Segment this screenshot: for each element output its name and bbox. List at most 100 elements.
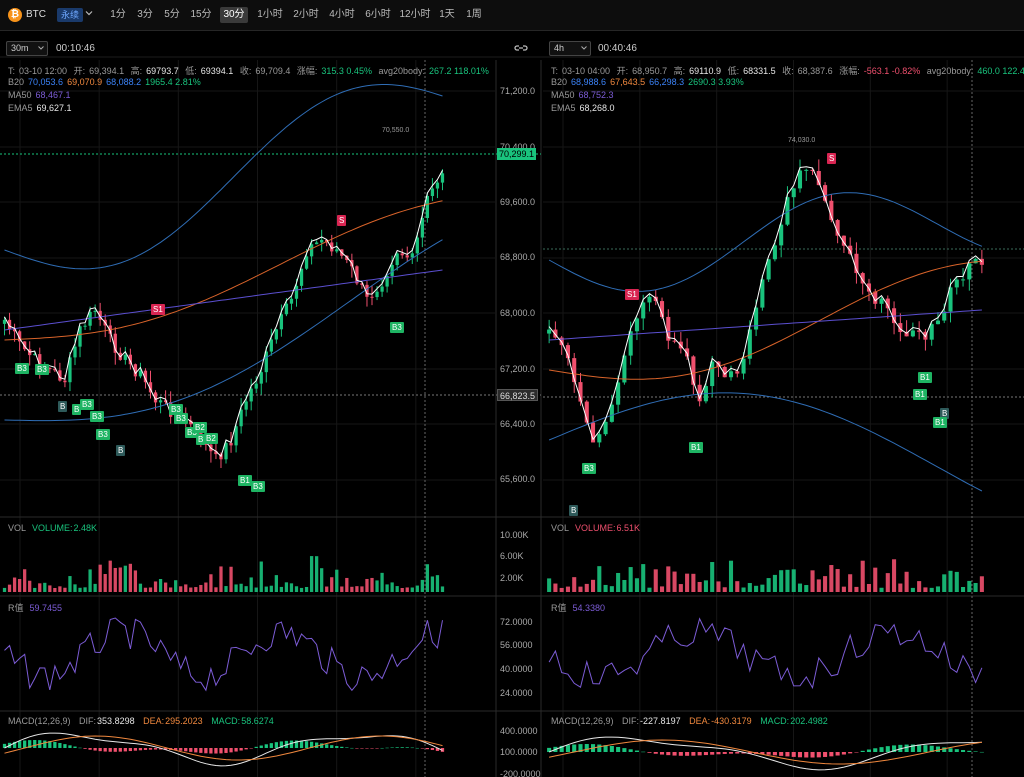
tf-1d[interactable]: 1天 — [439, 9, 455, 20]
candle-body — [572, 358, 577, 383]
macd-histogram-bar — [929, 745, 934, 752]
tf-12h[interactable]: 12小时 — [399, 9, 431, 20]
candle-body — [345, 255, 349, 261]
macd-histogram-bar — [58, 742, 62, 748]
volume-bar — [320, 568, 324, 592]
volume-bar — [885, 573, 890, 592]
volume-bar — [335, 569, 339, 592]
macd-histogram-bar — [279, 741, 284, 748]
macd-histogram-bar — [224, 748, 228, 753]
timeframe-toolbar: ₿ BTC 永续 1分 3分 5分 15分 30分 1小时 2小时 4小时 6小… — [0, 0, 1024, 31]
candle-body — [435, 182, 440, 189]
macd-histogram-bar — [616, 746, 621, 752]
tf-5m[interactable]: 5分 — [164, 9, 180, 20]
volume-bar — [609, 586, 614, 592]
volume-bar — [395, 586, 399, 592]
volume-bar — [204, 582, 208, 592]
macd-histogram-bar — [741, 752, 746, 754]
volume-bar — [754, 585, 759, 592]
tf-30m[interactable]: 30分 — [220, 7, 248, 23]
volume-bar — [923, 587, 928, 592]
candle-body — [935, 320, 941, 325]
candle-body — [616, 382, 621, 405]
tf-3m[interactable]: 3分 — [137, 9, 153, 20]
tf-1m[interactable]: 1分 — [110, 9, 126, 20]
macd-histogram-bar — [360, 748, 364, 749]
macd-histogram-bar — [254, 746, 258, 748]
left-ma50-readout: MA50 68,467.1 — [8, 90, 71, 100]
volume-bar — [973, 582, 978, 592]
chevron-down-icon[interactable] — [85, 9, 93, 17]
macd-histogram-bar — [179, 748, 183, 751]
macd-histogram-bar — [118, 748, 122, 752]
tf-6h[interactable]: 6小时 — [365, 9, 391, 20]
macd-histogram-bar — [779, 752, 784, 756]
tf-15m[interactable]: 15分 — [190, 9, 212, 20]
candle-body — [578, 382, 583, 402]
tf-4h[interactable]: 4小时 — [329, 9, 355, 20]
macd-axis-label: 400.0000 — [500, 726, 538, 736]
signal-badge: B — [940, 408, 950, 419]
candle-body — [158, 400, 163, 403]
candle-body — [415, 237, 419, 254]
candle-body — [128, 354, 133, 365]
candle-body — [697, 384, 702, 402]
candle-body — [672, 340, 677, 342]
rsi-axis-label: 24.0000 — [500, 688, 533, 698]
macd-histogram-bar — [244, 748, 248, 750]
macd-histogram-bar — [810, 752, 815, 758]
candle-body — [760, 279, 765, 308]
candle-body — [961, 279, 966, 281]
volume-bar — [169, 587, 173, 592]
macd-histogram-bar — [728, 752, 734, 754]
volume-bar — [380, 572, 384, 592]
macd-histogram-bar — [430, 748, 435, 751]
candle-body — [590, 422, 596, 443]
volume-bar — [38, 583, 42, 592]
coin-symbol[interactable]: BTC — [26, 9, 46, 20]
volume-bar — [78, 587, 82, 592]
candle-body — [841, 235, 846, 246]
right-timeframe-select[interactable]: 4h — [549, 41, 591, 56]
volume-bar — [355, 586, 359, 592]
macd-histogram-bar — [214, 748, 218, 754]
candle-body — [973, 258, 978, 264]
rsi-axis-label: 56.0000 — [500, 640, 533, 650]
macd-histogram-bar — [385, 747, 389, 749]
macd-axis-label: -200.0000 — [500, 769, 541, 777]
current-price-tag: 70,299.1 — [497, 148, 537, 160]
candle-body — [38, 354, 42, 369]
left-timeframe-select[interactable]: 30m — [6, 41, 48, 56]
price-axis-label: 66,400.0 — [500, 419, 536, 429]
volume-bar — [666, 566, 671, 592]
volume-bar — [153, 581, 158, 592]
macd-histogram-bar — [43, 740, 47, 748]
volume-bar — [244, 586, 248, 592]
candle-body — [641, 302, 646, 319]
candle-body — [375, 291, 379, 298]
macd-histogram-bar — [948, 748, 953, 752]
contract-type-badge[interactable]: 永续 — [57, 8, 84, 22]
volume-bar — [7, 584, 12, 592]
volume-bar — [766, 578, 771, 592]
volume-bar — [810, 570, 815, 592]
right-ema5-readout: EMA5 68,268.0 — [551, 103, 615, 113]
candle-body — [239, 409, 243, 427]
tf-1h[interactable]: 1小时 — [257, 9, 283, 20]
macd-histogram-bar — [547, 747, 552, 752]
macd-histogram-bar — [410, 747, 414, 749]
volume-bar — [385, 584, 389, 592]
tf-2h[interactable]: 2小时 — [293, 9, 319, 20]
volume-bar — [942, 574, 947, 592]
macd-histogram-bar — [866, 749, 872, 752]
macd-histogram-bar — [747, 752, 752, 754]
volume-bar — [904, 571, 909, 592]
macd-histogram-bar — [653, 752, 658, 754]
volume-bar — [578, 586, 583, 592]
volume-axis-label: 10.00K — [500, 530, 529, 540]
candle-body — [138, 370, 143, 377]
link-icon[interactable] — [514, 42, 528, 54]
tf-1w[interactable]: 1周 — [466, 9, 482, 20]
macd-histogram-bar — [98, 748, 102, 752]
